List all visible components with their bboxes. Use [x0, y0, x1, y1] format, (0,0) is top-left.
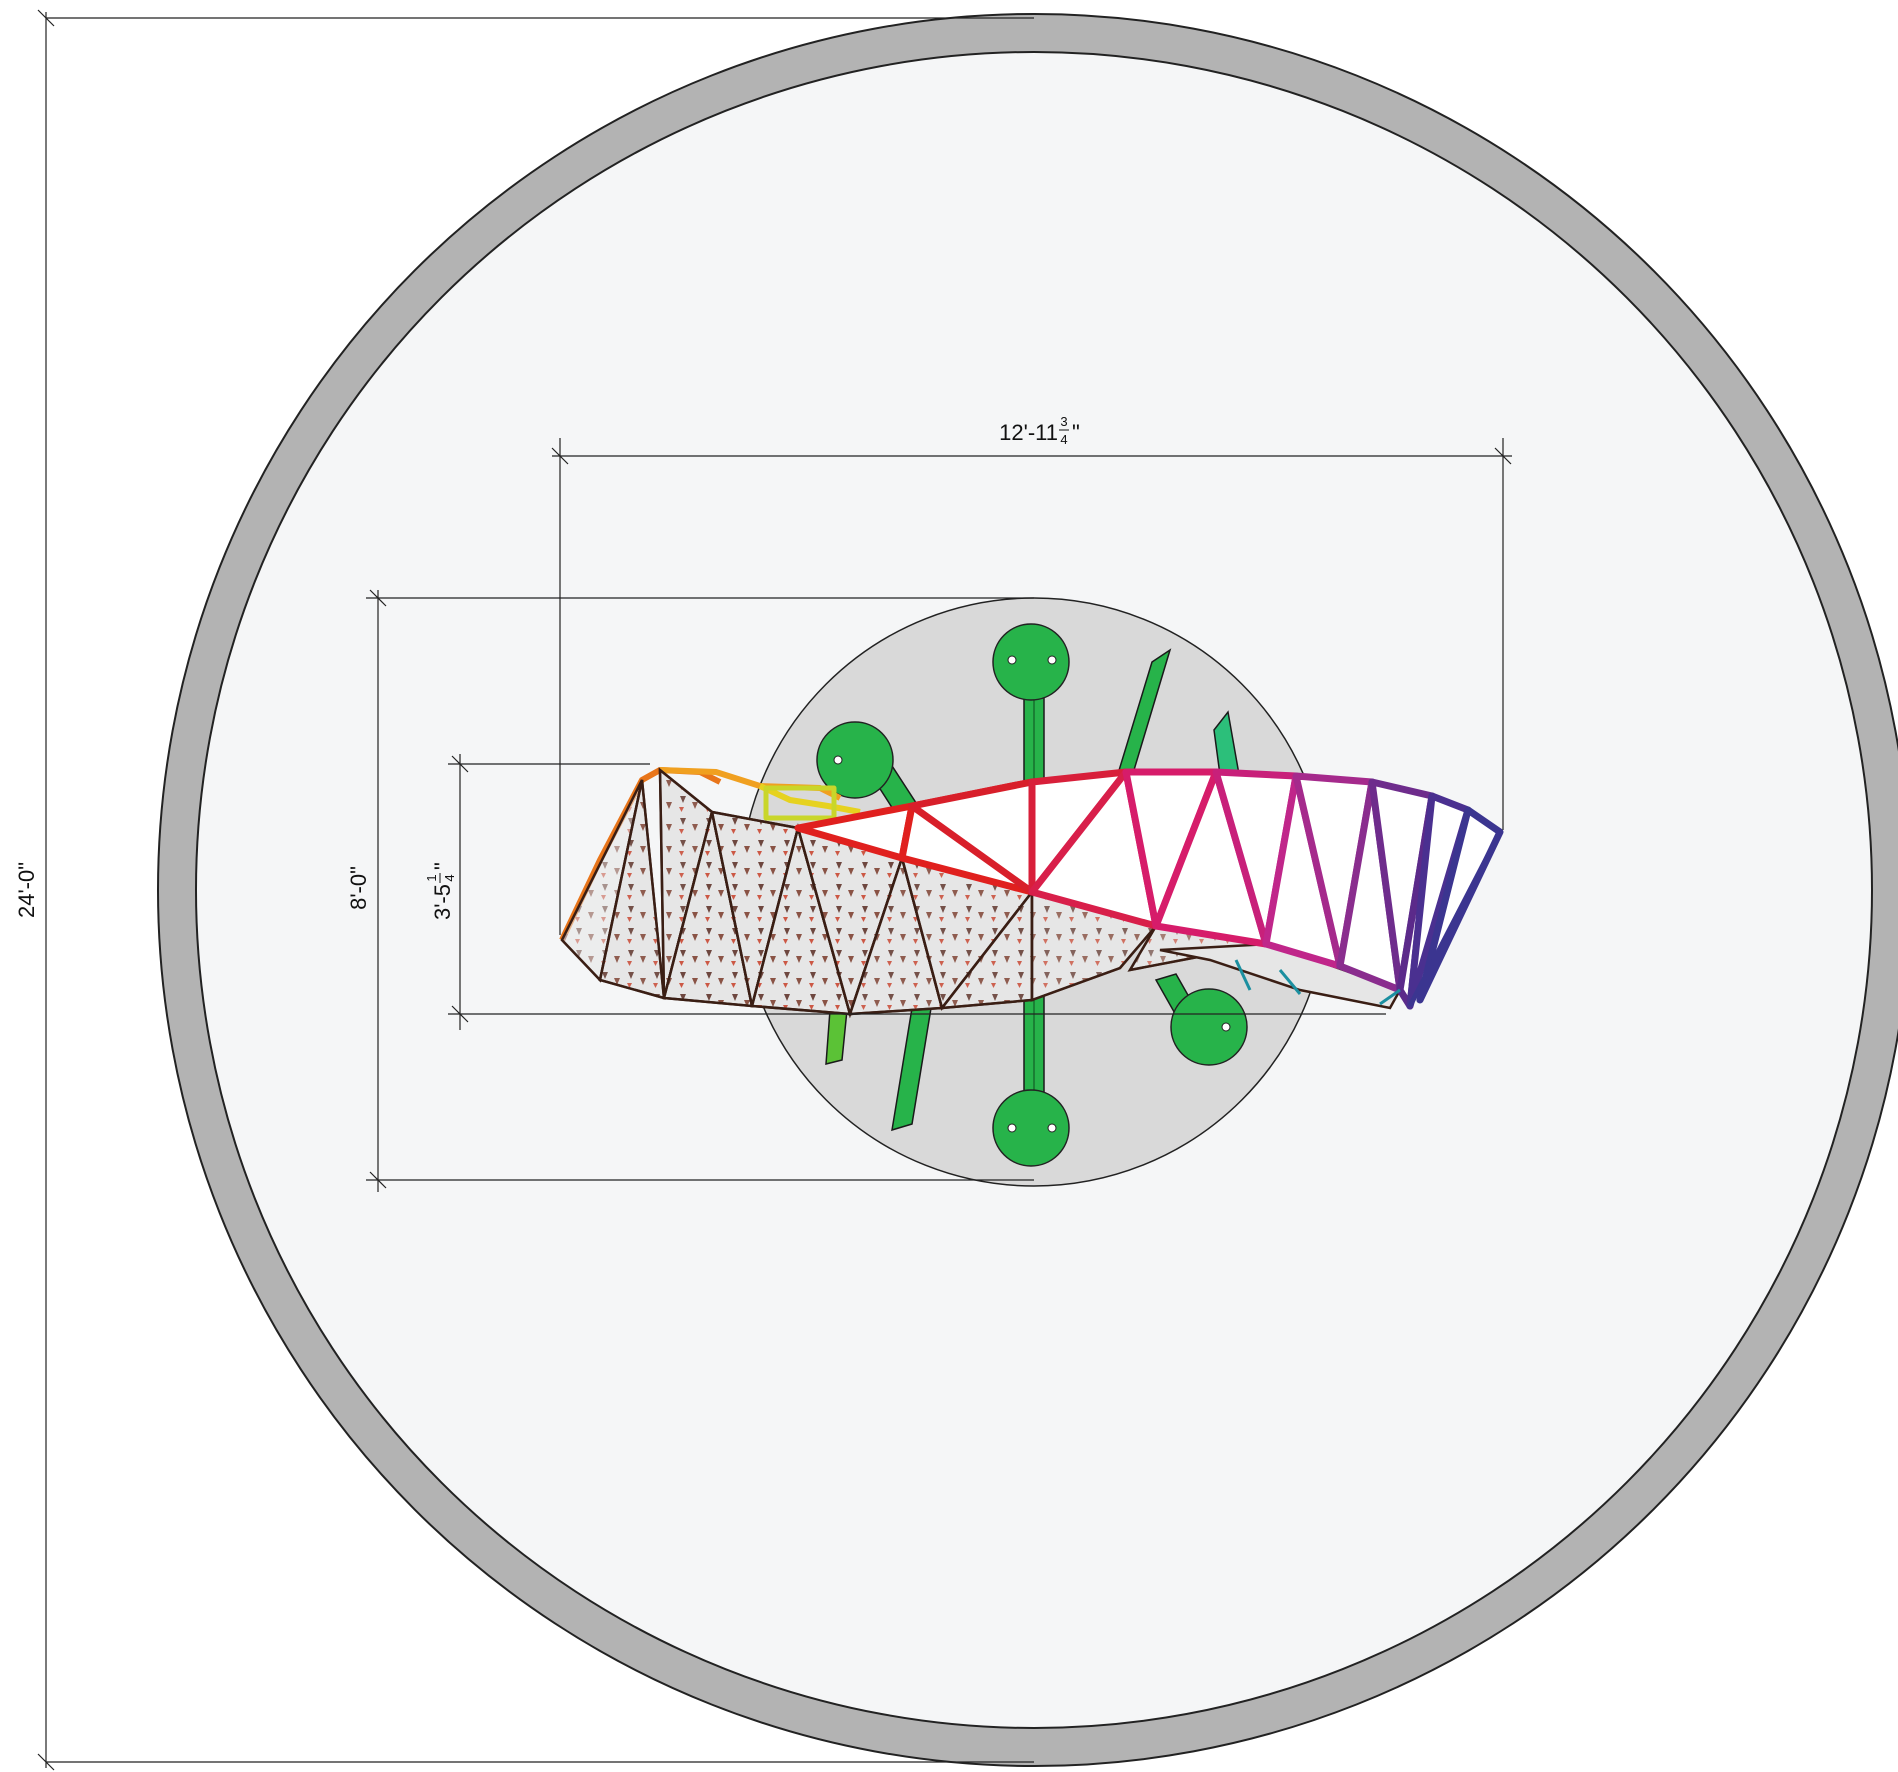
anchor-plate-bottom [992, 1089, 1070, 1167]
structure-depth-label: 3'-5 1 4 " [424, 862, 457, 920]
anchor-plate-top [992, 623, 1070, 701]
svg-text:": " [1072, 420, 1080, 445]
svg-text:": " [430, 862, 455, 870]
overall-diameter-label: 24'-0" [14, 862, 39, 918]
climber-open-frame [794, 768, 1504, 1010]
base-diameter-label: 8'-0" [346, 866, 371, 910]
structure-width-dimension [551, 438, 1512, 935]
svg-text:12'-11: 12'-11 [999, 420, 1058, 445]
anchor-plate-right [1170, 988, 1248, 1066]
svg-text:3: 3 [1060, 414, 1067, 429]
base-diameter-dimension [366, 589, 1034, 1192]
structure-depth-dimension [448, 754, 1386, 1030]
structure-width-label: 12'-11 3 4 " [999, 414, 1080, 447]
svg-text:4: 4 [442, 874, 457, 881]
climber-panels [560, 767, 1402, 1019]
climber-back-frame [559, 767, 861, 942]
svg-text:4: 4 [1060, 432, 1067, 447]
overall-diameter-dimension [37, 9, 1034, 1771]
svg-text:3'-5: 3'-5 [430, 884, 455, 920]
svg-text:1: 1 [424, 874, 439, 881]
anchor-plate-left [816, 721, 894, 799]
anchor-plates [816, 623, 1248, 1167]
